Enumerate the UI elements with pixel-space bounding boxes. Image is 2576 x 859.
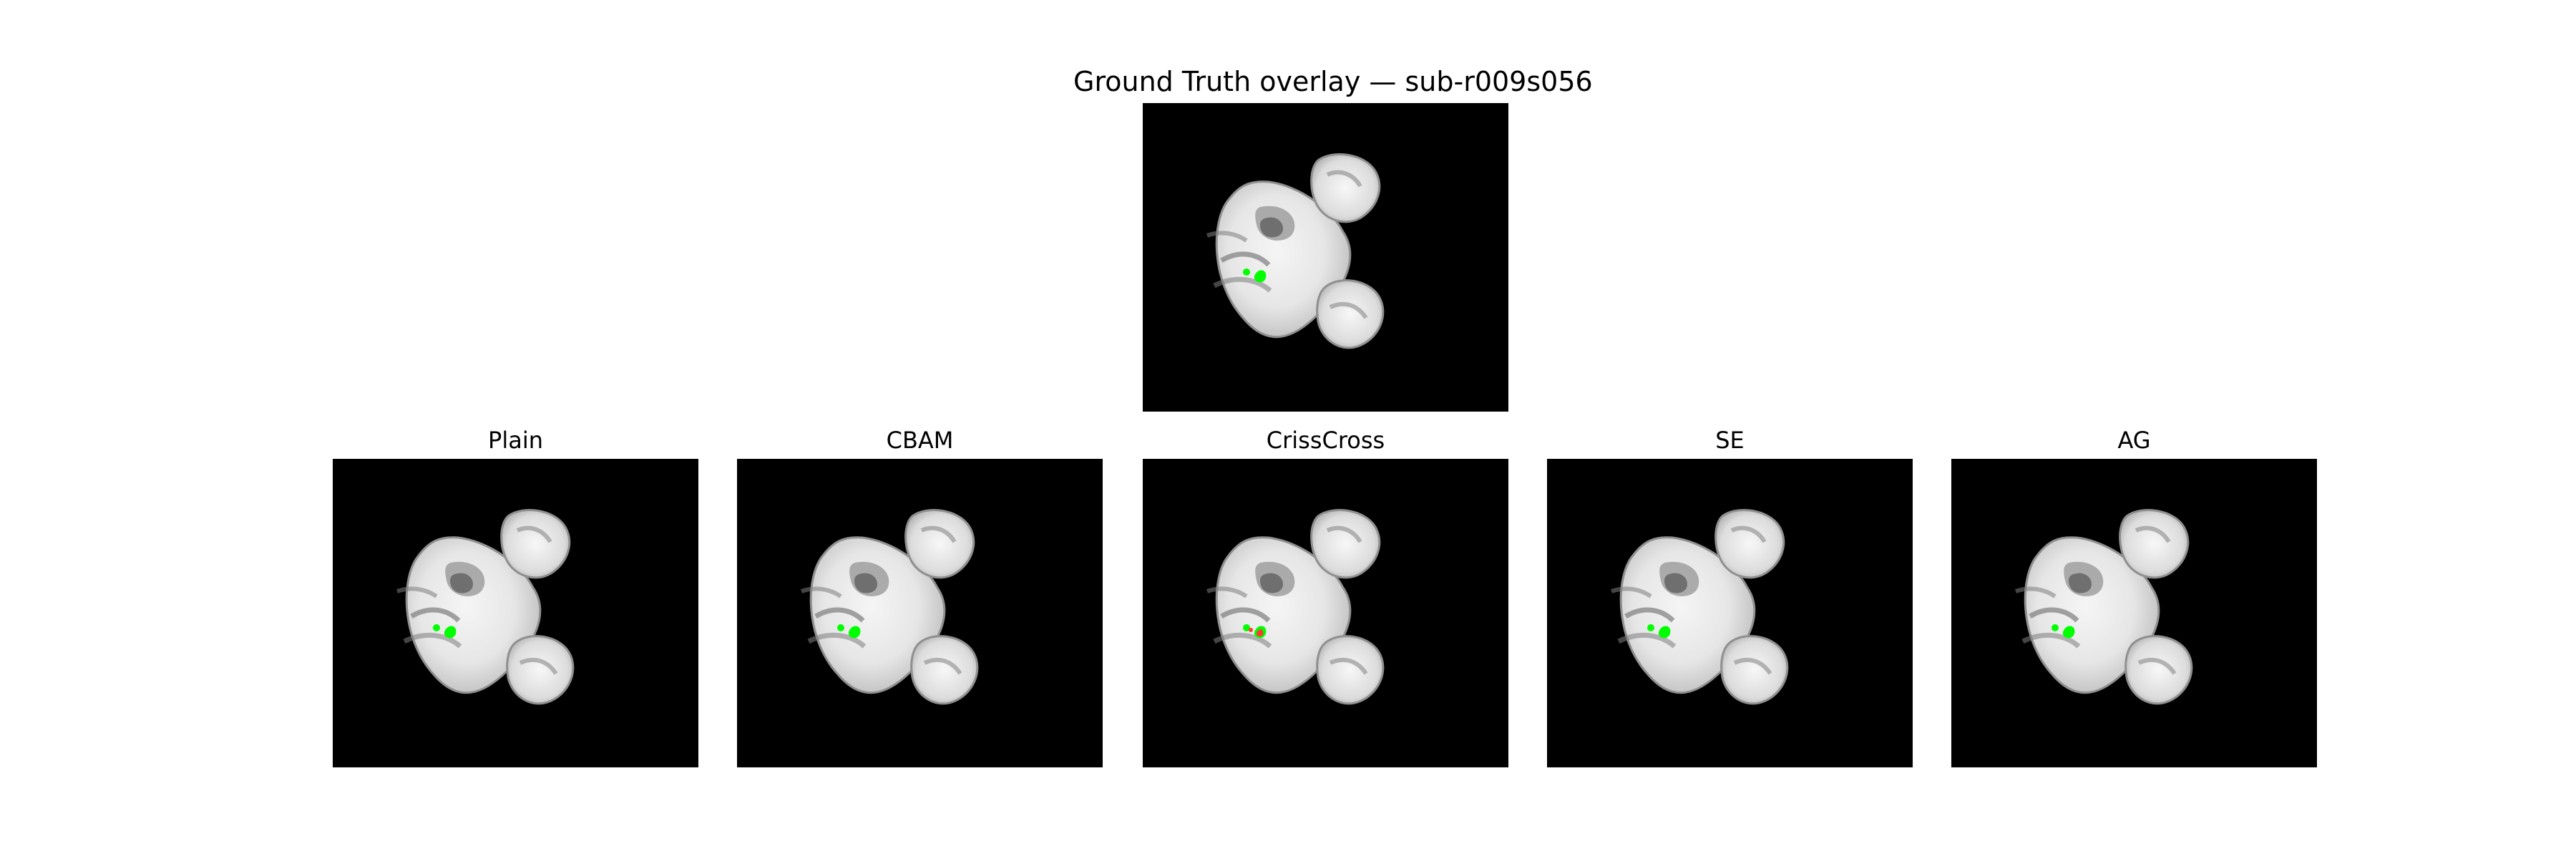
prediction-panel-ag	[1951, 459, 2317, 767]
panel-label-plain: Plain	[488, 427, 543, 454]
brain-slice-ag	[1951, 459, 2317, 767]
ground-truth-panel	[1143, 103, 1508, 412]
prediction-panel-crisscross	[1143, 459, 1508, 767]
panel-label-cbam: CBAM	[886, 427, 954, 454]
prediction-panel-plain	[333, 459, 698, 767]
brain-slice-ground-truth	[1206, 153, 1385, 349]
panel-label-se: SE	[1715, 427, 1745, 454]
brain-slice-cbam	[737, 459, 1103, 767]
prediction-panel-se	[1547, 459, 1913, 767]
panel-label-crisscross: CrissCross	[1266, 427, 1385, 454]
brain-slice-crisscross	[1143, 459, 1508, 767]
panel-label-ag: AG	[2117, 427, 2151, 454]
figure-title: Ground Truth overlay — sub-r009s056	[1073, 66, 1593, 97]
prediction-panel-cbam	[737, 459, 1103, 767]
brain-slice-plain	[333, 459, 698, 767]
brain-slice-se	[1547, 459, 1913, 767]
